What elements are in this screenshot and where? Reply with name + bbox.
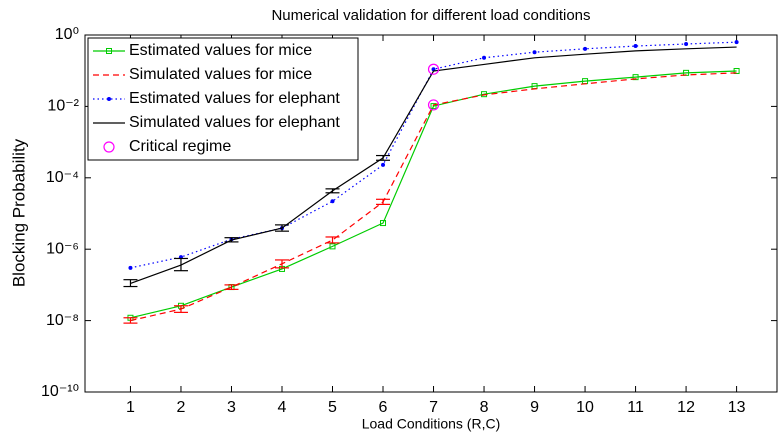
marker <box>684 41 689 46</box>
marker <box>380 220 387 227</box>
marker <box>330 199 335 204</box>
marker <box>427 99 440 111</box>
marker <box>632 74 639 81</box>
marker <box>430 103 437 110</box>
y-tick-label: 10⁻² <box>47 98 79 115</box>
marker <box>733 68 740 75</box>
marker <box>734 40 739 45</box>
marker <box>329 243 336 250</box>
error-bar <box>274 259 289 269</box>
x-tick-label: 13 <box>728 399 746 416</box>
legend: Estimated values for mice Simulated value… <box>87 37 359 161</box>
series-line <box>130 72 737 322</box>
marker <box>583 46 588 51</box>
error-bar <box>123 279 138 288</box>
marker <box>128 265 133 270</box>
x-axis-label: Load Conditions (R,C) <box>362 416 501 432</box>
x-tick-label: 5 <box>328 399 337 416</box>
marker <box>381 162 386 167</box>
y-axis-label: Blocking Probability <box>9 138 28 287</box>
legend-label: Estimated values for elephant <box>129 90 340 107</box>
error-bar <box>173 257 188 272</box>
x-tick-label: 3 <box>227 399 236 416</box>
x-tick-label: 11 <box>627 399 644 416</box>
error-bar <box>376 154 391 161</box>
x-tick-label: 7 <box>429 399 438 416</box>
y-tick-label: 10⁰ <box>55 26 79 43</box>
marker <box>427 63 440 75</box>
x-tick-label: 8 <box>480 399 489 416</box>
marker <box>103 141 115 153</box>
x-tick-label: 2 <box>177 399 186 416</box>
x-tick-label: 12 <box>677 399 695 416</box>
marker <box>633 44 638 49</box>
error-bar <box>123 317 138 324</box>
x-tick-label: 1 <box>126 399 135 416</box>
error-bar <box>325 236 340 244</box>
x-tick-label: 10 <box>576 399 594 416</box>
error-bar <box>173 305 188 313</box>
error-bar <box>376 198 391 205</box>
error-bar <box>224 237 239 243</box>
marker <box>431 67 436 72</box>
marker <box>106 48 112 54</box>
chart-title: Numerical validation for different load … <box>271 7 590 24</box>
x-tick-label: 6 <box>379 399 388 416</box>
legend-label: Critical regime <box>129 138 231 155</box>
y-tick-label: 10⁻⁶ <box>46 240 79 257</box>
x-tick-label: 9 <box>530 399 539 416</box>
marker <box>482 55 487 60</box>
x-tick-label: 4 <box>278 399 287 416</box>
y-tick-label: 10⁻⁴ <box>46 169 79 186</box>
error-bar <box>224 284 239 290</box>
legend-label: Simulated values for mice <box>129 66 312 83</box>
marker <box>532 50 537 55</box>
legend-label: Estimated values for mice <box>129 42 312 59</box>
marker <box>107 97 111 101</box>
error-bar <box>274 224 289 232</box>
y-tick-label: 10⁻¹⁰ <box>41 383 79 400</box>
legend-box <box>87 37 359 161</box>
error-bar <box>325 188 340 194</box>
plot-frame <box>84 34 778 393</box>
y-tick-label: 10⁻⁸ <box>46 312 79 329</box>
legend-label: Simulated values for elephant <box>129 114 340 131</box>
